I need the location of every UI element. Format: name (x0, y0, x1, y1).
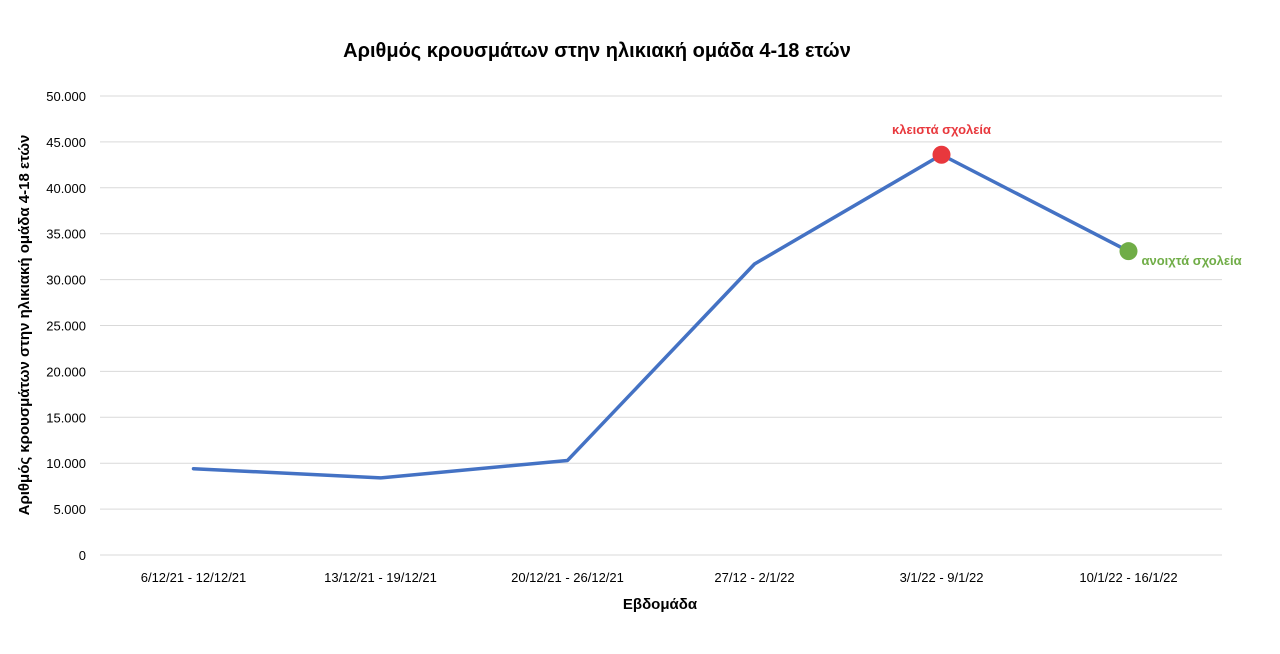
y-tick-label: 45.000 (46, 135, 86, 150)
y-tick-label: 0 (79, 548, 86, 563)
x-tick-label: 27/12 - 2/1/22 (714, 570, 794, 585)
y-tick-label: 50.000 (46, 89, 86, 104)
y-axis-title: Αριθμός κρουσμάτων στην ηλικιακή ομάδα 4… (16, 135, 33, 516)
series-line (191, 153, 1131, 480)
y-tick-label: 10.000 (46, 456, 86, 471)
gridlines (100, 95, 1222, 556)
annotation-label: ανοιχτά σχολεία (1142, 253, 1242, 268)
x-axis-ticks: 6/12/21 - 12/12/21 13/12/21 - 19/12/21 20/… (141, 570, 1178, 585)
y-tick-label: 5.000 (53, 502, 86, 517)
x-tick-label: 20/12/21 - 26/12/21 (511, 570, 624, 585)
y-tick-label: 30.000 (46, 273, 86, 288)
y-axis-ticks: 0 5.000 10.000 15.000 20.000 25.000 30.000 35.0… (46, 89, 86, 563)
chart-title: Αριθμός κρουσμάτων στην ηλικιακή ομάδα 4… (343, 40, 851, 62)
y-tick-label: 35.000 (46, 227, 86, 242)
y-tick-label: 40.000 (46, 181, 86, 196)
x-tick-label: 13/12/21 - 19/12/21 (324, 570, 437, 585)
y-tick-label: 20.000 (46, 364, 86, 379)
x-axis-title: Εβδομάδα (623, 596, 698, 613)
highlight-marker (932, 145, 951, 164)
series-layer (191, 153, 1131, 480)
y-tick-label: 25.000 (46, 319, 86, 334)
annotation-label: κλειστά σχολεία (892, 122, 991, 137)
x-tick-label: 10/1/22 - 16/1/22 (1079, 570, 1177, 585)
annotations: κλειστά σχολεία ανοιχτά σχολεία (892, 122, 1242, 268)
x-tick-label: 6/12/21 - 12/12/21 (141, 570, 247, 585)
x-tick-label: 3/1/22 - 9/1/22 (900, 570, 984, 585)
y-tick-label: 15.000 (46, 410, 86, 425)
highlight-marker (1119, 242, 1138, 261)
